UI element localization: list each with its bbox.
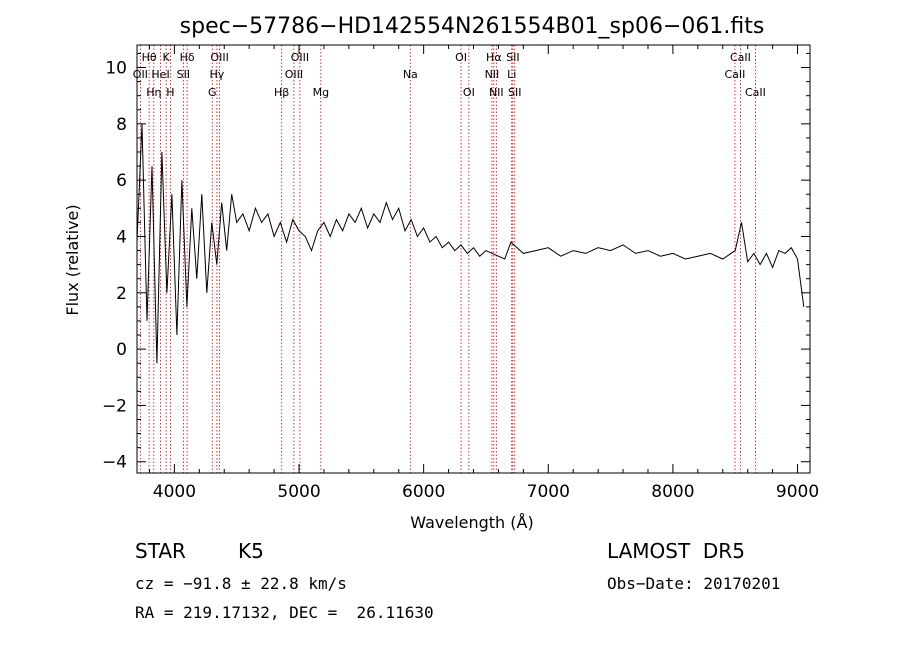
spectral-line-label: CaII bbox=[725, 68, 746, 81]
y-axis: −4 −2 0 2 4 6 8 10 bbox=[102, 52, 810, 473]
spectral-line-label: OIII bbox=[285, 68, 303, 81]
spectral-line-label: HeI bbox=[151, 68, 169, 81]
spectral-line-label: OI bbox=[463, 86, 475, 99]
spectral-line-markers bbox=[139, 45, 756, 473]
x-tick-label: 8000 bbox=[651, 482, 694, 502]
object-class: STAR bbox=[135, 539, 186, 563]
spectral-line-label: OIII bbox=[210, 51, 228, 64]
coordinates-readout: RA = 219.17132, DEC = 26.11630 bbox=[135, 603, 434, 622]
spectral-line-label: Li bbox=[507, 68, 516, 81]
spectral-line-label: CaII bbox=[745, 86, 766, 99]
spectral-line-label: CaII bbox=[730, 51, 751, 64]
x-tick-label: 6000 bbox=[402, 482, 445, 502]
spectral-line-label: G bbox=[208, 86, 217, 99]
y-tick-label: −2 bbox=[102, 396, 127, 416]
redshift-readout: cz = −91.8 ± 22.8 km/s bbox=[135, 574, 347, 593]
y-tick-label: 4 bbox=[116, 227, 127, 247]
spectral-line-label: Mg bbox=[313, 86, 329, 99]
spectral-line-label: OIII bbox=[291, 51, 309, 64]
object-subclass: K5 bbox=[238, 539, 264, 563]
y-tick-label: 2 bbox=[116, 284, 127, 304]
spectral-line-label: SII bbox=[177, 68, 190, 81]
spectral-line-label: Hγ bbox=[209, 68, 224, 81]
spectral-line-label: SII bbox=[508, 86, 521, 99]
plot-frame bbox=[136, 44, 811, 474]
y-tick-label: −4 bbox=[102, 453, 127, 473]
chart-title: spec−57786−HD142554N261554B01_sp06−061.f… bbox=[180, 14, 765, 39]
spectral-line-label: Na bbox=[403, 68, 418, 81]
spectral-line-label: OI bbox=[455, 51, 467, 64]
y-tick-label: 6 bbox=[116, 171, 127, 191]
x-tick-label: 4000 bbox=[153, 482, 196, 502]
spectral-line-label: SII bbox=[506, 51, 519, 64]
spectral-line-labels: OIIHθHηHeIKHSIIHδGHγOIIIHβOIIIOIIIMgNaOI… bbox=[133, 51, 766, 99]
x-tick-label: 7000 bbox=[527, 482, 570, 502]
x-tick-label: 5000 bbox=[277, 482, 320, 502]
spectral-line-label: Hβ bbox=[274, 86, 289, 99]
spectrum-line bbox=[136, 123, 805, 364]
spectral-line-label: NII bbox=[489, 86, 504, 99]
y-tick-label: 10 bbox=[105, 59, 127, 79]
spectral-line-label: Hδ bbox=[180, 51, 195, 64]
x-axis-title: Wavelength (Å) bbox=[410, 513, 533, 532]
spectral-line-label: K bbox=[163, 51, 171, 64]
spectral-line-label: Hα bbox=[486, 51, 502, 64]
spectral-line-label: OII bbox=[133, 68, 148, 81]
spectral-line-label: H bbox=[166, 86, 174, 99]
x-tick-label: 9000 bbox=[776, 482, 819, 502]
spectral-line-label: Hθ bbox=[142, 51, 157, 64]
y-axis-title: Flux (relative) bbox=[63, 204, 82, 315]
observation-date: Obs−Date: 20170201 bbox=[607, 574, 780, 593]
y-tick-label: 8 bbox=[116, 115, 127, 135]
survey-name: LAMOST DR5 bbox=[607, 539, 745, 563]
spectral-line-label: NII bbox=[485, 68, 500, 81]
x-axis: 4000 5000 6000 7000 8000 9000 bbox=[148, 45, 819, 502]
spectral-line-label: Hη bbox=[146, 86, 161, 99]
y-tick-label: 0 bbox=[116, 340, 127, 360]
